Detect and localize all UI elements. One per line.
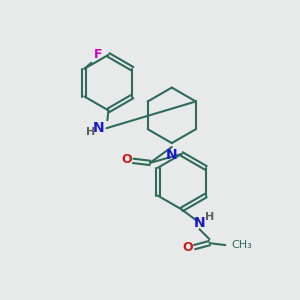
Text: O: O <box>121 153 131 167</box>
Text: F: F <box>94 48 103 61</box>
Text: N: N <box>166 148 178 162</box>
Text: H: H <box>86 127 95 137</box>
Text: CH₃: CH₃ <box>231 240 252 250</box>
Text: H: H <box>205 212 214 222</box>
Text: N: N <box>194 216 205 230</box>
Text: N: N <box>93 121 104 135</box>
Text: O: O <box>182 241 193 254</box>
